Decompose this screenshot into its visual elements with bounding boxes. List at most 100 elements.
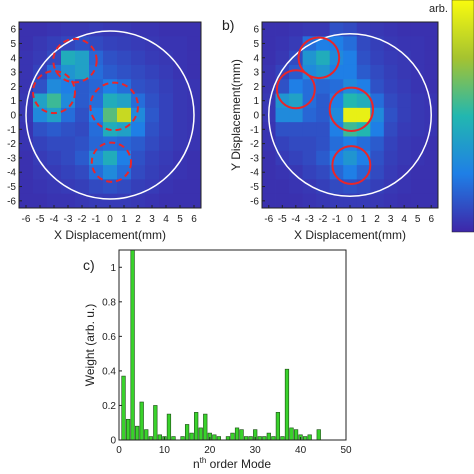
heatmap-cell <box>131 64 146 80</box>
x-tick-label: 0 <box>347 214 353 225</box>
bar <box>244 436 249 441</box>
heatmap-cell <box>289 22 304 37</box>
heatmap-cell <box>424 122 438 137</box>
y-tick-label: -2 <box>250 139 259 150</box>
y-tick-label: 0.8 <box>102 297 116 308</box>
heatmap-cell <box>33 22 48 37</box>
x-tick-label: 10 <box>159 445 171 456</box>
bar <box>257 436 262 441</box>
heatmap-cell <box>103 193 118 208</box>
heatmap-cell <box>410 36 425 52</box>
heatmap-cell <box>89 179 104 195</box>
heatmap-cell <box>187 193 201 208</box>
panel-a-y-ticks: 6 5 4 3 2 1 0 -1 -2 -3 -4 -5 -6 <box>7 25 22 207</box>
heatmap-cell <box>275 36 290 52</box>
heatmap-cell <box>343 22 358 37</box>
heatmap-cell <box>173 165 188 180</box>
heatmap-cell <box>370 50 385 66</box>
heatmap-cell <box>383 64 398 80</box>
bar <box>303 436 308 441</box>
heatmap-cell <box>397 22 412 37</box>
y-tick-label: -2 <box>7 139 16 150</box>
panel-c-x-axis-label: nth order Mode <box>193 456 271 471</box>
y-tick-label: 0 <box>10 111 16 122</box>
x-tick-label: 3 <box>149 214 155 225</box>
heatmap-cell <box>383 122 398 137</box>
x-tick-label: 3 <box>388 214 394 225</box>
bar <box>284 368 290 441</box>
panel-c-y-ticks: 0 0.2 0.4 0.6 0.8 1 <box>102 263 122 447</box>
heatmap-cell <box>19 165 34 180</box>
panel-b-y-axis-label: Y Displacement(mm) <box>229 59 243 171</box>
heatmap-cell <box>356 22 371 37</box>
heatmap-cell <box>410 179 425 195</box>
x-tick-label: -2 <box>318 214 327 225</box>
y-tick-label: 5 <box>253 39 259 50</box>
y-tick-label: -6 <box>250 196 259 207</box>
colorbar <box>451 0 474 233</box>
heatmap-cell <box>131 36 146 52</box>
bar <box>153 405 158 441</box>
bar <box>130 249 135 441</box>
heatmap-cell <box>61 22 76 37</box>
x-tick-label: -6 <box>264 214 273 225</box>
panel-b-x-axis-label: X Displacement(mm) <box>294 228 406 242</box>
panel-b-heatmap: b) -6 -5 -4 -3 -2 -1 0 1 2 3 4 5 6 6543210-1-2-3-4-5… <box>222 0 474 242</box>
heatmap-cell <box>370 122 385 137</box>
heatmap-cell <box>61 50 76 66</box>
heatmap-cell <box>275 50 290 66</box>
heatmap-cell <box>316 150 331 166</box>
heatmap-cell <box>117 165 132 180</box>
heatmap-cell <box>159 64 174 80</box>
heatmap-cell <box>103 93 118 109</box>
heatmap-cell <box>145 193 160 208</box>
heatmap-cell <box>33 36 48 52</box>
heatmap-cell <box>103 150 118 166</box>
heatmap-cell <box>424 36 438 52</box>
heatmap-cell <box>131 122 146 137</box>
heatmap-cell <box>75 150 90 166</box>
heatmap-cell <box>356 136 371 152</box>
heatmap-cell <box>356 193 371 208</box>
heatmap-cell <box>173 107 188 123</box>
x-tick-label: 1 <box>121 214 127 225</box>
y-tick-label: -5 <box>7 182 16 193</box>
heatmap-cell <box>145 136 160 152</box>
heatmap-cell <box>343 79 358 94</box>
heatmap-cell <box>61 122 76 137</box>
heatmap-cell <box>329 179 344 195</box>
heatmap-cell <box>383 150 398 166</box>
heatmap-cell <box>75 165 90 180</box>
heatmap-cell <box>131 193 146 208</box>
panel-a-cells <box>19 22 201 208</box>
heatmap-cell <box>47 179 62 195</box>
bar <box>198 427 203 441</box>
panel-b-y-ticks: 6 5 4 3 2 1 0 -1 -2 -3 -4 -5 -6 <box>250 25 265 207</box>
x-tick-label: 4 <box>163 214 169 225</box>
heatmap-cell <box>343 36 358 52</box>
x-tick-label: 40 <box>295 445 307 456</box>
heatmap-cell <box>117 64 132 80</box>
x-tick-label: -5 <box>278 214 287 225</box>
heatmap-cell <box>302 22 317 37</box>
heatmap-cell <box>275 165 290 180</box>
heatmap-cell <box>424 64 438 80</box>
heatmap-cell <box>103 64 118 80</box>
heatmap-cell <box>89 107 104 123</box>
heatmap-cell <box>424 165 438 180</box>
heatmap-cell <box>302 107 317 123</box>
heatmap-cell <box>410 122 425 137</box>
heatmap-cell <box>343 179 358 195</box>
heatmap-cell <box>262 22 276 37</box>
x-tick-label: -4 <box>291 214 300 225</box>
heatmap-cell <box>424 150 438 166</box>
x-tick-label: -1 <box>92 214 101 225</box>
heatmap-cell <box>61 64 76 80</box>
bar <box>180 436 185 441</box>
heatmap-cell <box>19 64 34 80</box>
heatmap-cell <box>424 93 438 109</box>
bar <box>293 429 299 441</box>
heatmap-cell <box>316 107 331 123</box>
heatmap-cell <box>19 122 34 137</box>
heatmap-cell <box>424 22 438 37</box>
